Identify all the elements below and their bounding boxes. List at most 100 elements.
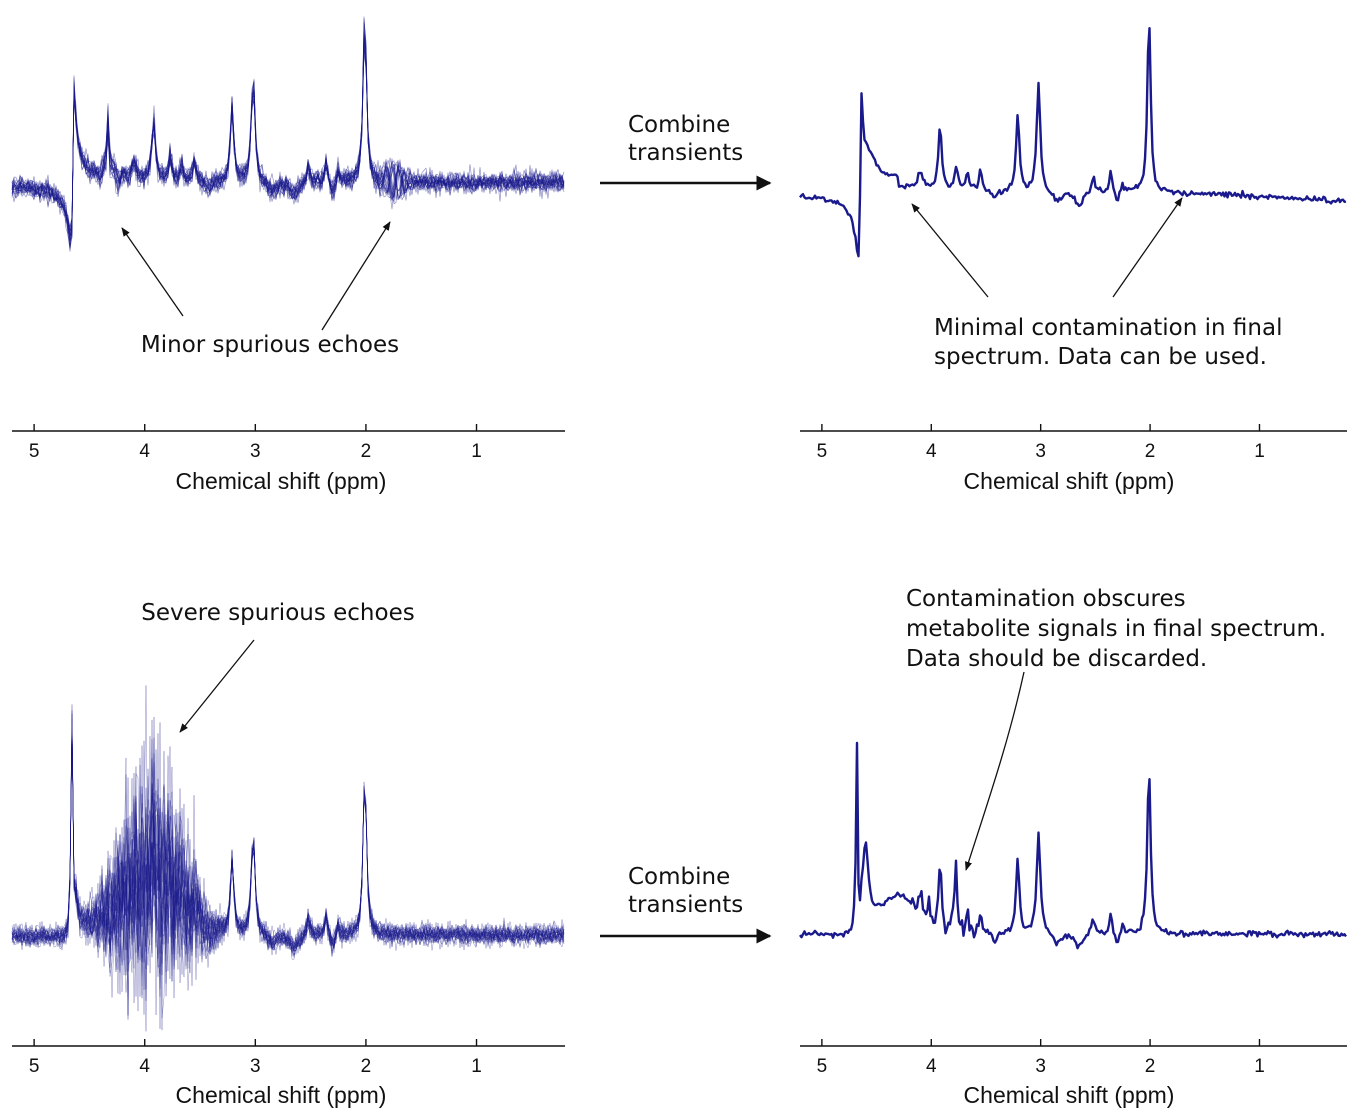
transient-line — [11, 33, 565, 242]
x-tick-label: 1 — [1254, 1056, 1265, 1077]
x-tick-label: 5 — [29, 1056, 40, 1077]
annotation-obscures-line2: metabolite signals in final spectrum. — [906, 616, 1326, 642]
x-tick-label: 5 — [817, 441, 828, 462]
annotation-arrow-bl — [179, 639, 255, 733]
x-tick-label: 2 — [361, 441, 372, 462]
combine-label-top-2: transients — [628, 140, 743, 166]
annotation-obscures-line1: Contamination obscures — [906, 586, 1186, 612]
transient-line — [11, 718, 565, 1030]
transient-line — [11, 49, 565, 227]
x-axis-title-bottom-left: Chemical shift (ppm) — [176, 1082, 387, 1108]
transient-line — [11, 45, 565, 231]
transient-line — [11, 33, 565, 248]
combine-label-bottom-2: transients — [628, 892, 743, 918]
x-axis-title-top-right: Chemical shift (ppm) — [964, 468, 1175, 494]
x-tick-label: 2 — [361, 1056, 372, 1077]
panel-bottom-right: 5 4 3 2 1 Chemical shift (ppm) Contamination… — [799, 586, 1347, 1108]
transient-line — [11, 731, 565, 1004]
transient-line — [11, 725, 565, 998]
x-axis-top-left: 5 4 3 2 1 — [12, 424, 565, 462]
annotation-arrow-br — [965, 671, 1025, 871]
spectrum-top-right — [799, 27, 1347, 258]
annotation-obscures-line3: Data should be discarded. — [906, 646, 1207, 672]
transient-line — [11, 38, 565, 232]
spectrum-bottom-right — [799, 741, 1347, 950]
transient-line — [11, 721, 565, 997]
x-tick-label: 2 — [1145, 1056, 1156, 1077]
x-tick-label: 4 — [139, 1056, 150, 1077]
annotation-minimal-line2: spectrum. Data can be used. — [934, 344, 1267, 370]
x-tick-label: 3 — [250, 1056, 261, 1077]
x-tick-label: 1 — [1254, 441, 1265, 462]
transient-line — [11, 45, 565, 240]
combined-spectrum-line — [799, 27, 1347, 258]
transient-line — [11, 738, 565, 995]
transient-line — [11, 36, 565, 238]
transient-line — [11, 726, 565, 997]
transient-line — [11, 721, 565, 1016]
transient-line — [11, 725, 565, 1032]
x-tick-label: 4 — [926, 1056, 937, 1077]
spectra-bottom-left — [11, 685, 565, 1032]
annotation-arrow-tr-2 — [1112, 197, 1183, 298]
transient-line — [11, 710, 565, 974]
transient-line — [11, 55, 565, 249]
transient-line — [11, 46, 565, 228]
transient-line — [11, 33, 565, 237]
x-axis-bottom-right: 5 4 3 2 1 — [800, 1039, 1347, 1077]
combine-label-bottom-1: Combine — [628, 864, 730, 890]
transient-line — [11, 728, 565, 1020]
x-axis-title-bottom-right: Chemical shift (ppm) — [964, 1082, 1175, 1108]
annotation-arrow-tl-1 — [121, 227, 184, 317]
combine-label-top-1: Combine — [628, 112, 730, 138]
x-axis-title-top-left: Chemical shift (ppm) — [176, 468, 387, 494]
annotation-minimal-line1: Minimal contamination in final — [934, 315, 1282, 341]
transient-line — [11, 724, 565, 1019]
x-axis-top-right: 5 4 3 2 1 — [800, 424, 1347, 462]
transient-line — [11, 713, 565, 959]
panel-bottom-left: 5 4 3 2 1 Chemical shift (ppm) Severe spurio… — [11, 600, 565, 1108]
transient-line — [11, 28, 565, 248]
annotation-severe-echoes: Severe spurious echoes — [141, 600, 414, 626]
transient-line — [11, 719, 565, 993]
x-tick-label: 3 — [1035, 1056, 1046, 1077]
x-tick-label: 1 — [471, 441, 482, 462]
transient-line — [11, 732, 565, 991]
combined-spectrum-line — [799, 741, 1347, 950]
x-tick-label: 3 — [250, 441, 261, 462]
transient-line — [11, 35, 565, 235]
x-tick-label: 5 — [29, 441, 40, 462]
transient-line — [11, 21, 565, 233]
x-tick-label: 5 — [817, 1056, 828, 1077]
panel-top-left: 5 4 3 2 1 Chemical shift (ppm) Minor spuriou… — [11, 16, 565, 494]
spectra-top-left — [11, 16, 565, 252]
x-tick-label: 4 — [139, 441, 150, 462]
x-tick-label: 2 — [1145, 441, 1156, 462]
transient-line — [11, 717, 565, 999]
transient-line — [11, 726, 565, 1031]
x-tick-label: 4 — [926, 441, 937, 462]
annotation-arrow-tl-2 — [321, 221, 391, 331]
transient-line — [11, 22, 565, 252]
annotation-arrow-tr-1 — [911, 203, 989, 298]
combine-arrow-top: Combine transients — [600, 112, 772, 191]
combine-arrow-bottom: Combine transients — [600, 864, 772, 944]
annotation-minor-echoes: Minor spurious echoes — [141, 332, 399, 358]
transient-line — [11, 18, 565, 236]
panel-top-right: 5 4 3 2 1 Chemical shift (ppm) Minimal conta… — [799, 27, 1347, 494]
transient-line — [11, 724, 565, 1015]
x-axis-bottom-left: 5 4 3 2 1 — [12, 1039, 565, 1077]
transient-line — [11, 16, 565, 236]
transient-line — [11, 48, 565, 241]
transient-line — [11, 42, 565, 242]
transient-line — [11, 685, 565, 999]
x-tick-label: 3 — [1035, 441, 1046, 462]
transient-line — [11, 723, 565, 991]
x-tick-label: 1 — [471, 1056, 482, 1077]
transient-line — [11, 33, 565, 250]
transient-line — [11, 713, 565, 1012]
transient-line — [11, 33, 565, 231]
transient-line — [11, 38, 565, 247]
transient-line — [11, 30, 565, 236]
